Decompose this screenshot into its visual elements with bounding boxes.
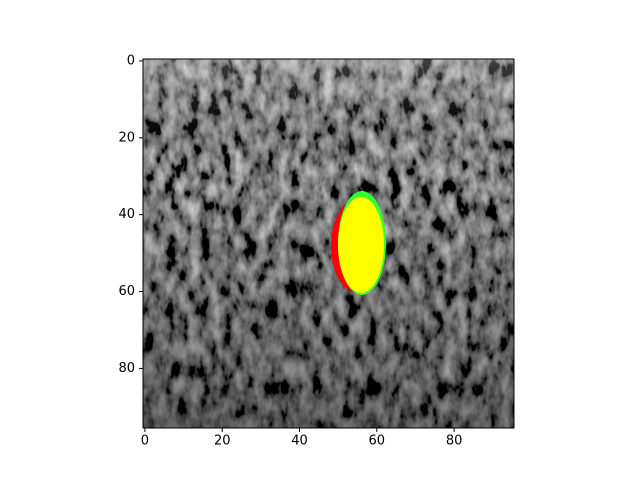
x-tick-label: 80 <box>446 434 463 449</box>
x-tick-label: 0 <box>141 434 149 449</box>
mask-yellow <box>338 197 384 293</box>
y-tick-label: 20 <box>118 130 135 145</box>
y-tick-label: 0 <box>127 53 135 68</box>
x-tick-label: 20 <box>214 434 231 449</box>
x-tick-label: 60 <box>369 434 386 449</box>
y-tick-label: 80 <box>118 361 135 376</box>
axes-frame <box>142 58 515 429</box>
x-tick-label: 40 <box>291 434 308 449</box>
y-tick-label: 60 <box>118 284 135 299</box>
image <box>143 59 514 428</box>
y-tick-label: 40 <box>118 207 135 222</box>
